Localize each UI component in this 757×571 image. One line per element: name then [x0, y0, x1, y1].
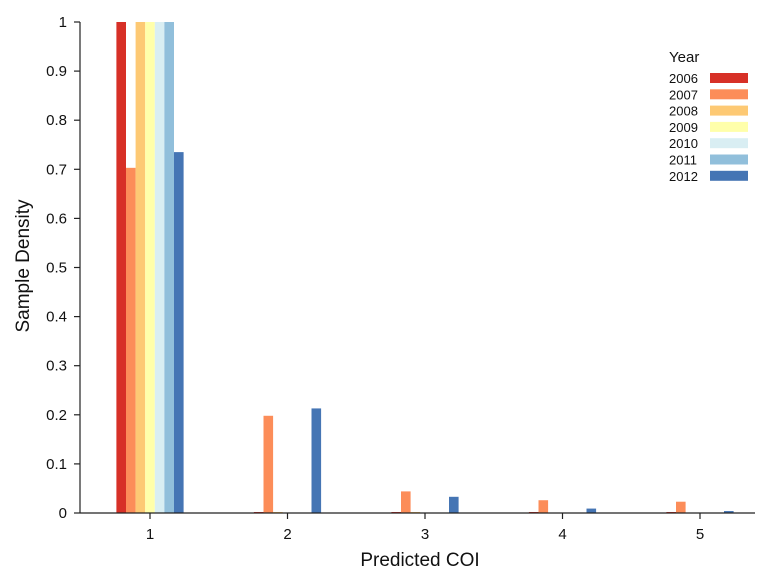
- y-tick-label: 0.9: [46, 63, 67, 80]
- y-tick-label: 1: [59, 14, 67, 31]
- x-axis: 1 2 3 4 5: [80, 512, 755, 543]
- legend-swatch-2012: [710, 170, 748, 181]
- bar-2007-coi-1: [126, 167, 136, 513]
- y-tick-label: 0.5: [46, 260, 67, 277]
- x-tick-label: 1: [146, 526, 154, 543]
- legend-label-2007: 2007: [669, 87, 698, 102]
- bar-2007-coi-5: [676, 501, 686, 513]
- bar-2007-coi-4: [538, 500, 549, 513]
- y-axis-title: Sample Density: [13, 199, 34, 333]
- legend-label-2012: 2012: [669, 169, 698, 184]
- legend-swatch-2010: [710, 138, 748, 149]
- bar-2011-coi-1: [164, 22, 174, 513]
- bars-group: [116, 22, 734, 513]
- bar-2008-coi-1: [135, 22, 146, 513]
- bar-2007-coi-3: [401, 491, 411, 513]
- legend-label-2010: 2010: [669, 136, 698, 151]
- legend-label-2011: 2011: [669, 153, 697, 168]
- bar-2012-coi-1: [174, 152, 184, 513]
- legend-swatch-2009: [710, 121, 748, 132]
- y-tick-label: 0.6: [46, 210, 67, 227]
- y-tick-label: 0: [59, 505, 67, 522]
- x-tick-label: 5: [696, 526, 704, 543]
- y-tick-label: 0.1: [46, 456, 67, 473]
- bar-2012-coi-3: [449, 496, 459, 513]
- bar-2006-coi-1: [116, 22, 126, 513]
- y-tick-label: 0.3: [46, 358, 67, 375]
- y-tick-label: 0.2: [46, 407, 67, 424]
- y-tick-label: 0.4: [46, 309, 67, 326]
- legend-label-2006: 2006: [669, 71, 698, 86]
- legend-swatch-2011: [710, 154, 748, 165]
- legend-swatch-2006: [710, 73, 748, 83]
- bar-2009-coi-1: [145, 22, 155, 513]
- legend-label-2008: 2008: [669, 104, 698, 119]
- bar-2012-coi-2: [311, 408, 322, 513]
- x-tick-label: 3: [421, 526, 429, 543]
- legend-swatch-2008: [710, 105, 748, 116]
- bar-2007-coi-2: [263, 415, 274, 513]
- y-tick-label: 0.7: [46, 161, 67, 178]
- x-tick-label: 2: [283, 526, 291, 543]
- x-tick-label: 4: [558, 526, 566, 543]
- legend-title: Year: [669, 49, 699, 66]
- legend-swatch-2007: [710, 89, 748, 100]
- legend-label-2009: 2009: [669, 120, 698, 135]
- y-tick-label: 0.8: [46, 112, 67, 129]
- y-axis: 0 0.1 0.2 0.3 0.4 0.5 0.6 0.7 0.8 0.9 1: [46, 14, 81, 522]
- bar-2010-coi-1: [154, 22, 165, 513]
- bar-2012-coi-5: [724, 511, 734, 513]
- bar-2012-coi-4: [586, 508, 597, 513]
- x-axis-title: Predicted COI: [360, 550, 479, 571]
